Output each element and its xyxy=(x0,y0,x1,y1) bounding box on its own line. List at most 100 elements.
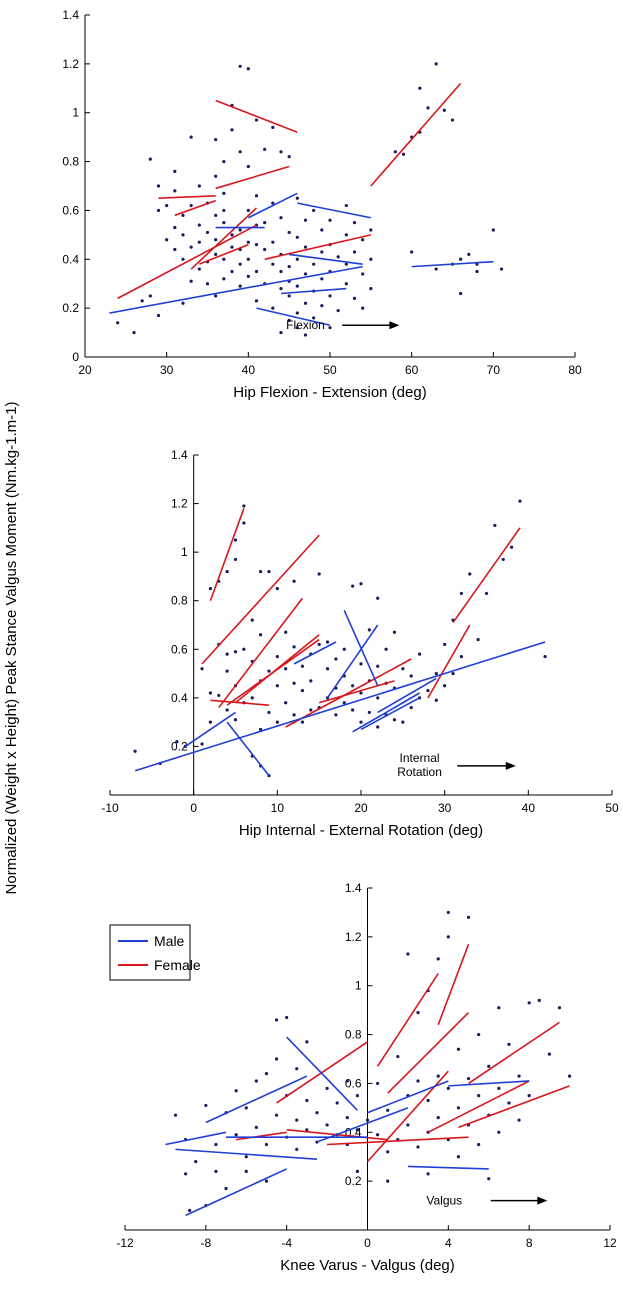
data-point xyxy=(217,693,221,698)
data-point xyxy=(292,645,296,649)
data-point xyxy=(189,203,193,208)
data-point xyxy=(267,710,271,715)
data-point xyxy=(543,654,547,659)
data-point xyxy=(197,184,201,188)
data-point xyxy=(355,1128,359,1132)
male-regression-line xyxy=(185,1168,288,1217)
data-point xyxy=(292,713,296,717)
data-point xyxy=(446,935,450,939)
data-point xyxy=(376,1133,380,1137)
data-point xyxy=(284,667,288,671)
y-tick-label: 0 xyxy=(72,350,79,364)
female-regression-line xyxy=(174,199,216,217)
x-tick-label: 50 xyxy=(605,801,619,815)
data-point xyxy=(418,86,422,90)
male-regression-line xyxy=(280,287,347,295)
female-regression-line xyxy=(218,597,304,709)
data-point xyxy=(244,1106,248,1110)
male-regression-line xyxy=(411,260,494,268)
data-point xyxy=(194,1160,198,1164)
data-point xyxy=(386,1108,390,1112)
data-point xyxy=(344,233,348,237)
data-point xyxy=(259,569,263,574)
data-point xyxy=(359,582,363,586)
female-regression-line xyxy=(215,165,290,190)
direction-arrow-head xyxy=(389,321,400,330)
x-tick-label: 20 xyxy=(354,801,368,815)
data-point xyxy=(246,164,250,169)
data-point xyxy=(214,1169,218,1173)
data-point xyxy=(450,118,455,122)
direction-arrow-head xyxy=(505,761,516,770)
y-tick-label: 1.4 xyxy=(171,448,188,462)
data-point xyxy=(518,499,522,503)
direction-annotation: Internal xyxy=(400,751,440,765)
data-point xyxy=(344,203,348,208)
direction-arrow-head xyxy=(537,1196,548,1205)
data-point xyxy=(446,1086,450,1090)
male-regression-line xyxy=(289,253,363,265)
data-point xyxy=(189,245,193,249)
x-tick-label: 10 xyxy=(271,801,285,815)
data-point xyxy=(132,330,136,335)
data-point xyxy=(468,572,472,576)
female-regression-line xyxy=(285,658,412,728)
data-point xyxy=(401,152,406,156)
data-point xyxy=(499,267,504,271)
data-point xyxy=(271,262,275,266)
data-point xyxy=(396,1054,400,1059)
data-point xyxy=(233,650,238,654)
female-regression-line xyxy=(209,508,245,601)
female-regression-line xyxy=(236,1131,287,1141)
data-point xyxy=(222,257,226,261)
data-point xyxy=(459,291,463,296)
data-point xyxy=(214,252,218,256)
data-point xyxy=(334,713,338,717)
data-point xyxy=(342,701,346,705)
y-tick-label: 0.6 xyxy=(62,203,79,217)
data-point xyxy=(309,679,313,683)
data-point xyxy=(434,698,438,702)
panel-hip-rotation: -10 0 10 20 30 40 50 0.2 0.4 0.6 0.8 1 1.2 1.4 Hip Int… xyxy=(101,448,619,839)
data-point xyxy=(456,1106,461,1110)
data-point xyxy=(181,301,185,305)
data-point xyxy=(279,269,283,274)
male-regression-line xyxy=(360,697,420,731)
data-point xyxy=(352,221,357,225)
male-regression-line xyxy=(367,1080,449,1114)
data-point xyxy=(409,705,413,710)
data-point xyxy=(263,221,267,225)
data-point xyxy=(173,189,177,193)
data-point xyxy=(246,257,250,261)
data-point xyxy=(475,269,479,274)
data-point xyxy=(208,720,212,724)
legend-box xyxy=(109,924,191,981)
panel-hip-flexion-extension: 20 30 40 50 60 70 80 0 0.2 0.4 0.6 0.8 1 1.2 1.4 Hip Fl… xyxy=(62,8,582,401)
data-point xyxy=(224,1186,228,1191)
data-point xyxy=(376,725,380,729)
data-point xyxy=(208,586,212,591)
data-point xyxy=(484,591,489,596)
data-point xyxy=(416,1145,420,1149)
data-point xyxy=(214,137,218,142)
data-point xyxy=(279,150,283,154)
data-point xyxy=(246,67,250,71)
data-point xyxy=(491,228,495,232)
data-point xyxy=(352,296,357,300)
data-point xyxy=(274,1018,279,1022)
data-point xyxy=(263,147,267,151)
data-point xyxy=(156,184,161,188)
data-point xyxy=(466,915,471,919)
data-point xyxy=(222,159,226,164)
y-tick-label: 0.4 xyxy=(62,252,79,266)
data-point xyxy=(204,1103,208,1108)
y-tick-label: 1 xyxy=(72,106,79,120)
data-point xyxy=(295,235,299,239)
data-point xyxy=(369,257,373,261)
data-point xyxy=(342,647,346,651)
direction-annotation: Rotation xyxy=(397,765,442,779)
data-point xyxy=(222,277,226,281)
x-tick-label: -4 xyxy=(281,1236,292,1250)
data-point xyxy=(328,218,332,222)
